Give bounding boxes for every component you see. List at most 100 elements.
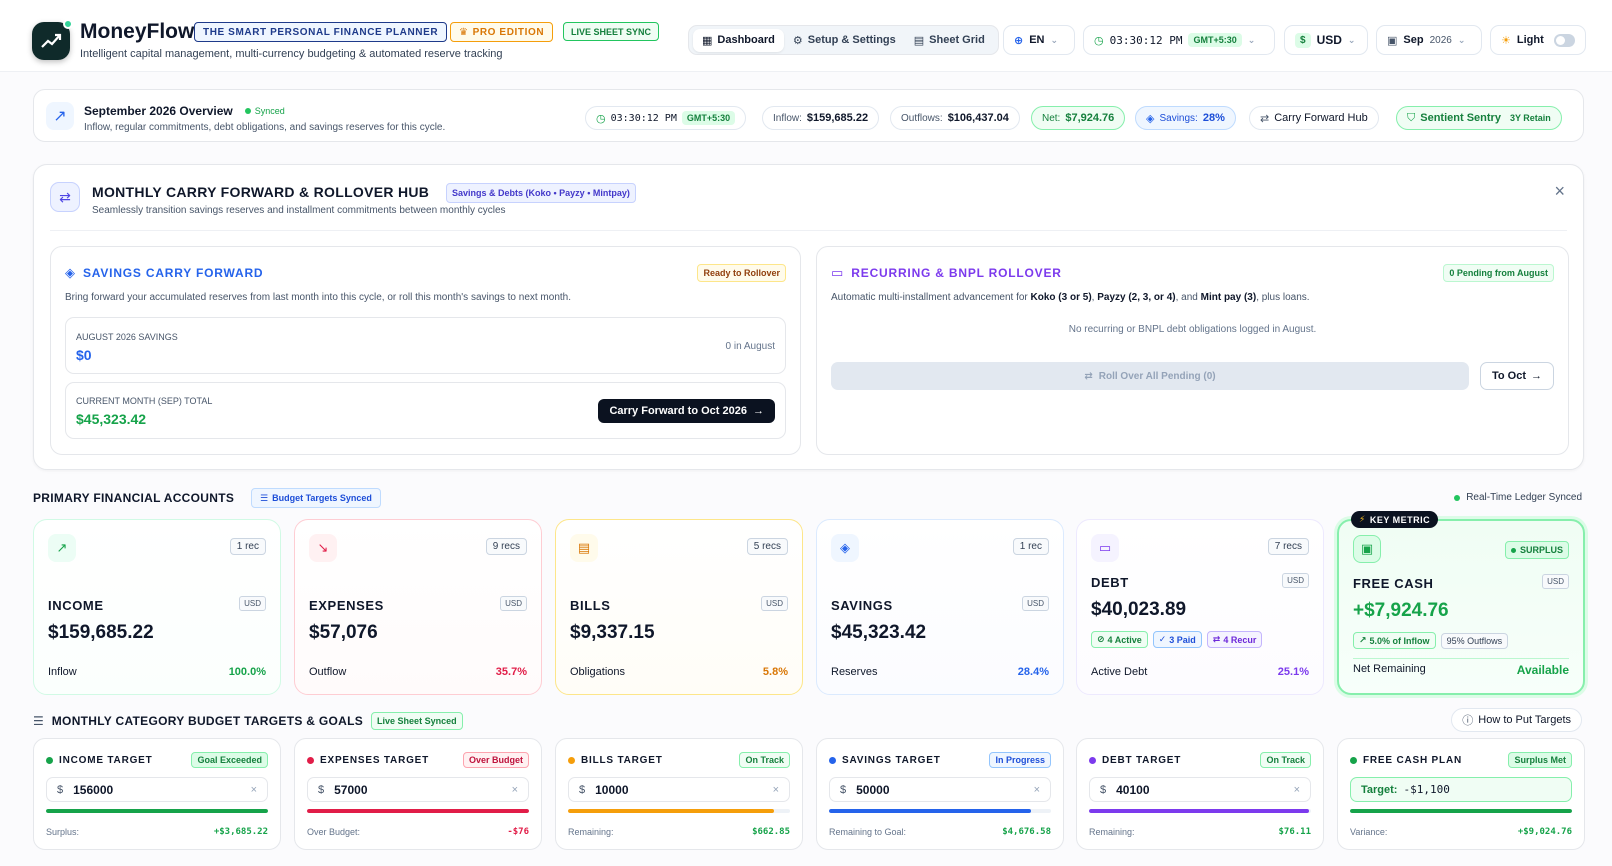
target-status-badge: In Progress	[989, 752, 1051, 768]
target-card-free-cash-plan: FREE CASH PLAN Surplus Met Target: -$1,10…	[1337, 738, 1585, 850]
active-chip: ⊘ 4 Active	[1091, 631, 1148, 648]
hub-subtitle: Seamlessly transition savings reserves a…	[92, 205, 506, 216]
sentient-sentry-button[interactable]: ⛉ Sentient Sentry 3Y Retain	[1396, 106, 1562, 130]
target-title: DEBT TARGET	[1102, 754, 1182, 766]
key-metric-badge: ⚡ KEY METRIC	[1351, 511, 1439, 528]
target-status-badge: Goal Exceeded	[191, 752, 268, 768]
recur-chip: ⇄ 4 Recur	[1206, 631, 1263, 648]
toggle-switch[interactable]	[1553, 33, 1575, 47]
chevron-down-icon: ⌄	[1457, 34, 1466, 45]
carry-forward-button[interactable]: Carry Forward to Oct 2026 →	[598, 399, 775, 423]
target-foot-label: Surplus:	[46, 827, 80, 837]
to-oct-button[interactable]: To Oct →	[1480, 362, 1554, 390]
target-input[interactable]: $156000 ×	[46, 777, 268, 802]
pro-badge: ♛ PRO EDITION	[450, 22, 554, 42]
synced-status: Synced	[244, 106, 285, 116]
carry-forward-hub-button[interactable]: ⇄ Carry Forward Hub	[1249, 106, 1379, 130]
card-icon: ▭	[1091, 534, 1119, 562]
accounts-section-title: PRIMARY FINANCIAL ACCOUNTS	[33, 491, 235, 505]
sun-icon: ☀	[1501, 34, 1511, 47]
arrow-right-icon: →	[753, 405, 764, 417]
roll-over-all-button[interactable]: ⇄ Roll Over All Pending (0)	[831, 362, 1469, 390]
card-icon: ▭	[831, 265, 844, 280]
budget-targets-synced-tag: ☰ Budget Targets Synced	[251, 488, 381, 508]
clear-icon[interactable]: ×	[1033, 783, 1040, 796]
nav-sheet-grid[interactable]: ▤ Sheet Grid	[913, 34, 985, 47]
inflow-pill: Inflow: $159,685.22	[762, 106, 880, 130]
target-card-debt-target: DEBT TARGET On Track $40100 × Remaining: $…	[1076, 738, 1324, 850]
theme-toggle[interactable]: ☀ Light	[1490, 25, 1586, 55]
targets-section-header: ☰ MONTHLY CATEGORY BUDGET TARGETS & GOAL…	[33, 712, 463, 730]
chevron-down-icon: ⌄	[1247, 34, 1256, 45]
current-month-box: CURRENT MONTH (SEP) TOTAL $45,323.42 Car…	[65, 382, 786, 439]
target-input[interactable]: $57000 ×	[307, 777, 529, 802]
free-cash-amount: +$7,924.76	[1353, 600, 1449, 621]
language-select[interactable]: ⊕ EN ⌄	[1003, 25, 1075, 55]
target-foot-label: Variance:	[1350, 827, 1388, 837]
progress-fill	[829, 809, 1032, 813]
timezone-clock[interactable]: ◷ 03:30:12 PM GMT+5:30 ⌄	[1083, 25, 1275, 55]
clear-icon[interactable]: ×	[511, 783, 518, 796]
nav-setup[interactable]: ⚙ Setup & Settings	[792, 34, 896, 47]
target-progress-bar	[307, 809, 529, 813]
sliders-icon: ☰	[33, 714, 44, 728]
bills-card[interactable]: ▤ 5 recs BILLS USD $9,337.15 Obligations…	[555, 519, 803, 695]
nav-dashboard[interactable]: ▦ Dashboard	[693, 28, 784, 52]
target-input[interactable]: $40100 ×	[1089, 777, 1311, 802]
bolt-icon: ⚡	[1359, 514, 1366, 524]
target-progress-bar	[1089, 809, 1311, 813]
target-foot-value: +$3,685.22	[213, 827, 268, 837]
paid-chip: ✓ 3 Paid	[1152, 631, 1202, 648]
close-icon[interactable]: ×	[1554, 181, 1565, 201]
savings-amount: $45,323.42	[831, 622, 927, 643]
target-progress-bar	[568, 809, 790, 813]
swap-icon: ⇄	[50, 182, 80, 212]
progress-fill	[46, 809, 268, 813]
planner-badge: THE SMART PERSONAL FINANCE PLANNER	[194, 22, 448, 42]
income-card[interactable]: ↗ 1 rec INCOME USD $159,685.22 Inflow 100…	[33, 519, 281, 695]
piggy-icon: ◈	[1146, 112, 1155, 125]
clock-icon: ◷	[596, 112, 606, 125]
clear-icon[interactable]: ×	[250, 783, 257, 796]
piggy-icon: ◈	[65, 265, 75, 280]
target-input[interactable]: $50000 ×	[829, 777, 1051, 802]
debt-amount: $40,023.89	[1091, 599, 1187, 620]
target-progress-bar	[829, 809, 1051, 813]
clear-icon[interactable]: ×	[1293, 783, 1300, 796]
target-foot-value: $4,676.58	[1002, 827, 1051, 837]
target-input[interactable]: $10000 ×	[568, 777, 790, 802]
main-nav: ▦ Dashboard ⚙ Setup & Settings ▤ Sheet Grid	[688, 25, 999, 55]
record-count: 5 recs	[746, 538, 788, 555]
ledger-sync-status: Real-Time Ledger Synced	[1454, 492, 1582, 503]
clock-icon: ◷	[1094, 34, 1104, 47]
shield-icon: ⛉	[1407, 111, 1416, 124]
free-cash-card[interactable]: ⚡ KEY METRIC ▣ SURPLUS FREE CASH USD +$7,…	[1337, 511, 1585, 695]
recurring-rollover-panel: ▭ RECURRING & BNPL ROLLOVER 0 Pending fro…	[816, 246, 1569, 455]
trend-up-icon: ↗	[46, 102, 74, 130]
target-title: BILLS TARGET	[581, 754, 663, 766]
clear-icon[interactable]: ×	[772, 783, 779, 796]
net-pill: Net: $7,924.76	[1031, 106, 1126, 130]
sync-badge: LIVE SHEET SYNC	[563, 22, 660, 41]
currency-select[interactable]: $ USD ⌄	[1284, 25, 1368, 55]
target-foot-label: Remaining:	[568, 827, 614, 837]
target-foot-label: Remaining to Goal:	[829, 827, 907, 837]
piggy-icon: ◈	[831, 534, 859, 562]
how-to-targets-button[interactable]: ⓘ How to Put Targets	[1451, 708, 1582, 732]
progress-fill	[568, 809, 775, 813]
month-select[interactable]: ▣ Sep 2026 ⌄	[1376, 25, 1482, 55]
savings-card[interactable]: ◈ 1 rec SAVINGS USD $45,323.42 Reserves 2…	[816, 519, 1064, 695]
debt-card[interactable]: ▭ 7 recs DEBT USD $40,023.89 ⊘ 4 Active ✓…	[1076, 519, 1324, 695]
pending-status-badge: 0 Pending from August	[1443, 264, 1554, 282]
surplus-badge: SURPLUS	[1504, 541, 1569, 559]
target-foot-value: $76.11	[1278, 827, 1311, 837]
bills-amount: $9,337.15	[570, 622, 655, 643]
live-sheet-tag: Live Sheet Synced	[371, 712, 463, 730]
target-card-expenses-target: EXPENSES TARGET Over Budget $57000 × Over…	[294, 738, 542, 850]
expenses-card[interactable]: ↘ 9 recs EXPENSES USD $57,076 Outflow 35.…	[294, 519, 542, 695]
app-title: MoneyFlow	[80, 20, 195, 43]
august-savings-value: $0	[76, 347, 92, 363]
overview-clock: ◷ 03:30:12 PM GMT+5:30	[585, 106, 747, 130]
target-foot-label: Over Budget:	[307, 827, 361, 837]
hub-tag: Savings & Debts (Koko • Payzy • Mintpay)	[446, 183, 636, 203]
